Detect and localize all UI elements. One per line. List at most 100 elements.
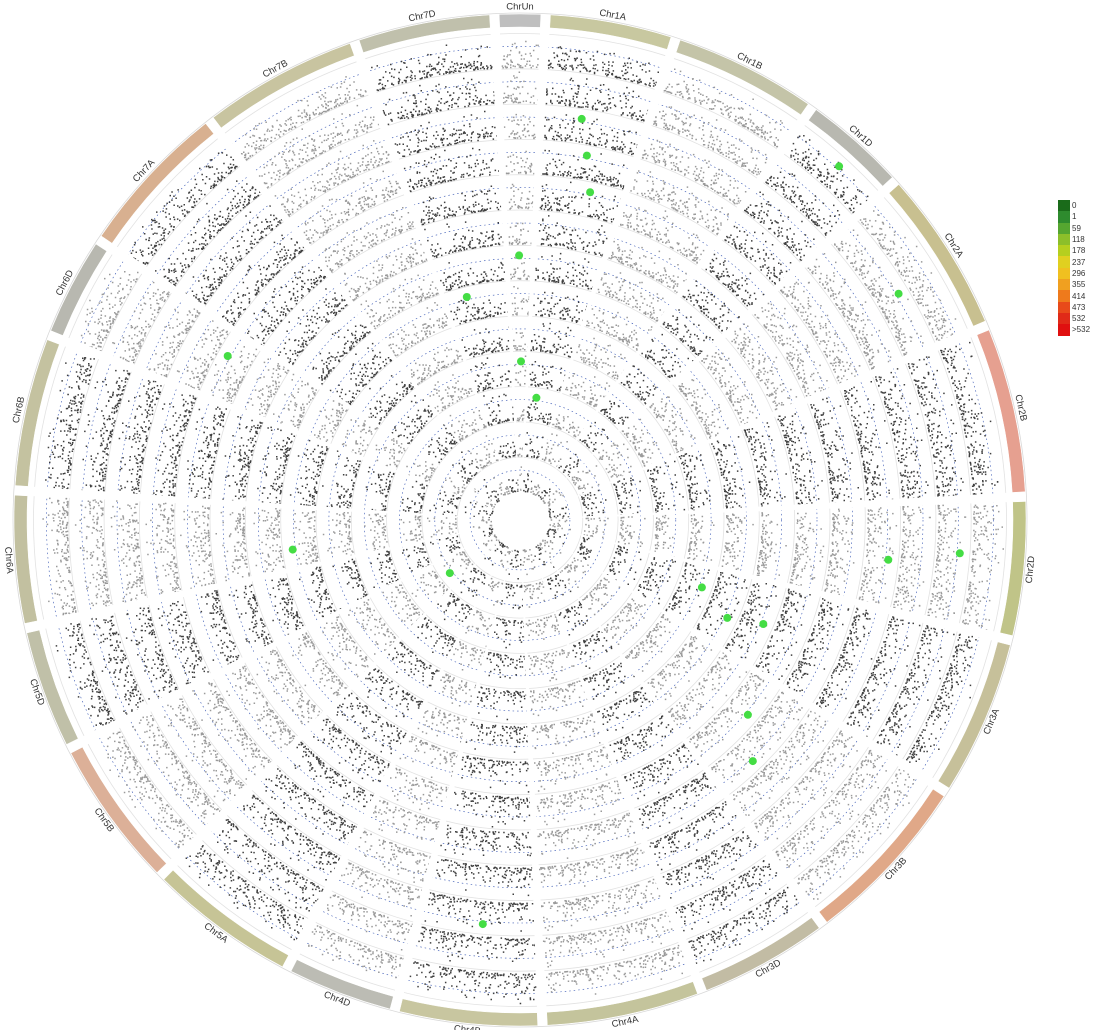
chromosome-gap bbox=[22, 525, 493, 634]
legend-swatch bbox=[1058, 245, 1070, 257]
track-border bbox=[386, 386, 654, 654]
chromosome-gap bbox=[529, 546, 708, 996]
chromosome-band-chr1b bbox=[675, 39, 809, 116]
track-border bbox=[209, 209, 831, 831]
track-border bbox=[244, 244, 796, 796]
chromosome-band-chr6a bbox=[13, 494, 38, 624]
legend-row: 296 bbox=[1058, 267, 1098, 280]
chromosome-gap bbox=[489, 12, 519, 493]
threshold-line bbox=[328, 328, 712, 712]
significant-snp-point bbox=[223, 352, 232, 360]
chromosome-gap bbox=[155, 539, 501, 881]
significant-points bbox=[223, 114, 964, 929]
chromosome-gap bbox=[543, 534, 951, 798]
chromosome-band-chrun bbox=[498, 13, 542, 28]
chromosome-gap bbox=[45, 329, 495, 511]
outer-border bbox=[12, 12, 1028, 1028]
significant-snp-point bbox=[743, 710, 752, 719]
threshold-line bbox=[469, 469, 571, 571]
significant-snp-point bbox=[515, 251, 524, 260]
chromosome-label: Chr6A bbox=[2, 546, 15, 574]
legend-label: 0 bbox=[1072, 201, 1077, 211]
threshold-line bbox=[116, 116, 924, 924]
legend-label: 532 bbox=[1072, 314, 1086, 324]
legend-swatch bbox=[1058, 200, 1070, 212]
significant-snp-point bbox=[577, 114, 586, 123]
significant-snp-point bbox=[478, 920, 487, 929]
chromosome-label: Chr1A bbox=[598, 8, 627, 24]
chromosome-gap bbox=[12, 485, 493, 519]
chromosome-band-chr7a bbox=[100, 123, 215, 244]
chromosome-band-chr2a bbox=[888, 184, 986, 327]
legend-swatch bbox=[1058, 211, 1070, 223]
legend-row: 118 bbox=[1058, 233, 1098, 246]
legend-row: 355 bbox=[1058, 279, 1098, 291]
snp-points bbox=[42, 40, 1004, 1005]
legend-row: 237 bbox=[1058, 256, 1098, 268]
significant-snp-point bbox=[748, 757, 757, 766]
chromosome-ring bbox=[12, 12, 1028, 1028]
chromosome-band-chr2d bbox=[999, 501, 1027, 636]
chromosome-gap bbox=[94, 234, 497, 505]
significant-snp-point bbox=[445, 569, 454, 578]
track-border bbox=[315, 315, 725, 725]
chromosome-gap bbox=[547, 526, 1015, 646]
threshold-line bbox=[257, 257, 783, 783]
density-legend: 0 1 59 118 178 237 296 355 414 473 532 >532 bbox=[1058, 200, 1098, 336]
track-border bbox=[138, 138, 902, 902]
chromosome-gap bbox=[64, 532, 496, 755]
significant-snp-point bbox=[759, 620, 768, 628]
significant-snp-point bbox=[288, 545, 297, 554]
chromosome-gap bbox=[547, 491, 1028, 519]
chromosome-band-chr1a bbox=[549, 14, 672, 50]
significant-snp-point bbox=[955, 549, 964, 558]
legend-label: 118 bbox=[1072, 235, 1085, 245]
chromosome-band-chr1d bbox=[808, 109, 893, 187]
legend-row: 532 bbox=[1058, 312, 1098, 325]
threshold-line bbox=[222, 222, 818, 818]
legend-row: 473 bbox=[1058, 301, 1098, 313]
track-border bbox=[456, 456, 584, 584]
legend-swatch bbox=[1058, 301, 1070, 313]
chromosome-band-chr6b bbox=[14, 339, 60, 487]
chromosome-band-chr3b bbox=[818, 788, 945, 923]
chromosome-band-chr4d bbox=[290, 959, 394, 1010]
legend-swatch bbox=[1058, 312, 1070, 325]
chromosome-gap bbox=[535, 102, 818, 498]
chromosome-gap bbox=[528, 35, 681, 494]
chromosome-band-chr2b bbox=[976, 329, 1026, 493]
chromosome-label: Chr2D bbox=[1024, 555, 1038, 584]
track-border bbox=[33, 33, 1007, 1007]
chromosome-band-chr3d bbox=[701, 917, 820, 991]
threshold-line bbox=[187, 187, 853, 853]
track-border bbox=[103, 103, 937, 937]
threshold-line bbox=[293, 293, 747, 747]
legend-swatch bbox=[1058, 279, 1070, 291]
significant-snp-point bbox=[884, 555, 893, 564]
threshold-line bbox=[46, 46, 994, 994]
chromosome-gap bbox=[204, 115, 504, 499]
chromosome-gap bbox=[281, 544, 508, 974]
threshold-line bbox=[151, 151, 889, 889]
significant-snp-point bbox=[697, 583, 706, 592]
legend-row: 414 bbox=[1058, 290, 1098, 302]
legend-swatch bbox=[1058, 290, 1070, 302]
legend-label: 59 bbox=[1072, 223, 1081, 233]
legend-label: 296 bbox=[1072, 268, 1086, 278]
chromosome-gap bbox=[521, 12, 551, 493]
legend-swatch bbox=[1058, 233, 1070, 246]
significant-snp-point bbox=[517, 357, 525, 366]
chromosome-band-chr7b bbox=[212, 43, 355, 129]
legend-row: 178 bbox=[1058, 245, 1098, 257]
chromosome-gap bbox=[349, 38, 512, 494]
track-border bbox=[280, 280, 760, 760]
chromosome-gap bbox=[520, 547, 548, 1028]
legend-label: >532 bbox=[1072, 325, 1091, 335]
chromosome-gap bbox=[389, 547, 514, 1014]
chromosome-label: ChrUn bbox=[506, 2, 533, 13]
legend-row: 59 bbox=[1058, 222, 1098, 234]
legend-row: 0 bbox=[1058, 200, 1098, 212]
chromosome-band-chr4b bbox=[399, 998, 538, 1027]
track-border bbox=[68, 68, 972, 972]
legend-label: 414 bbox=[1072, 291, 1086, 301]
